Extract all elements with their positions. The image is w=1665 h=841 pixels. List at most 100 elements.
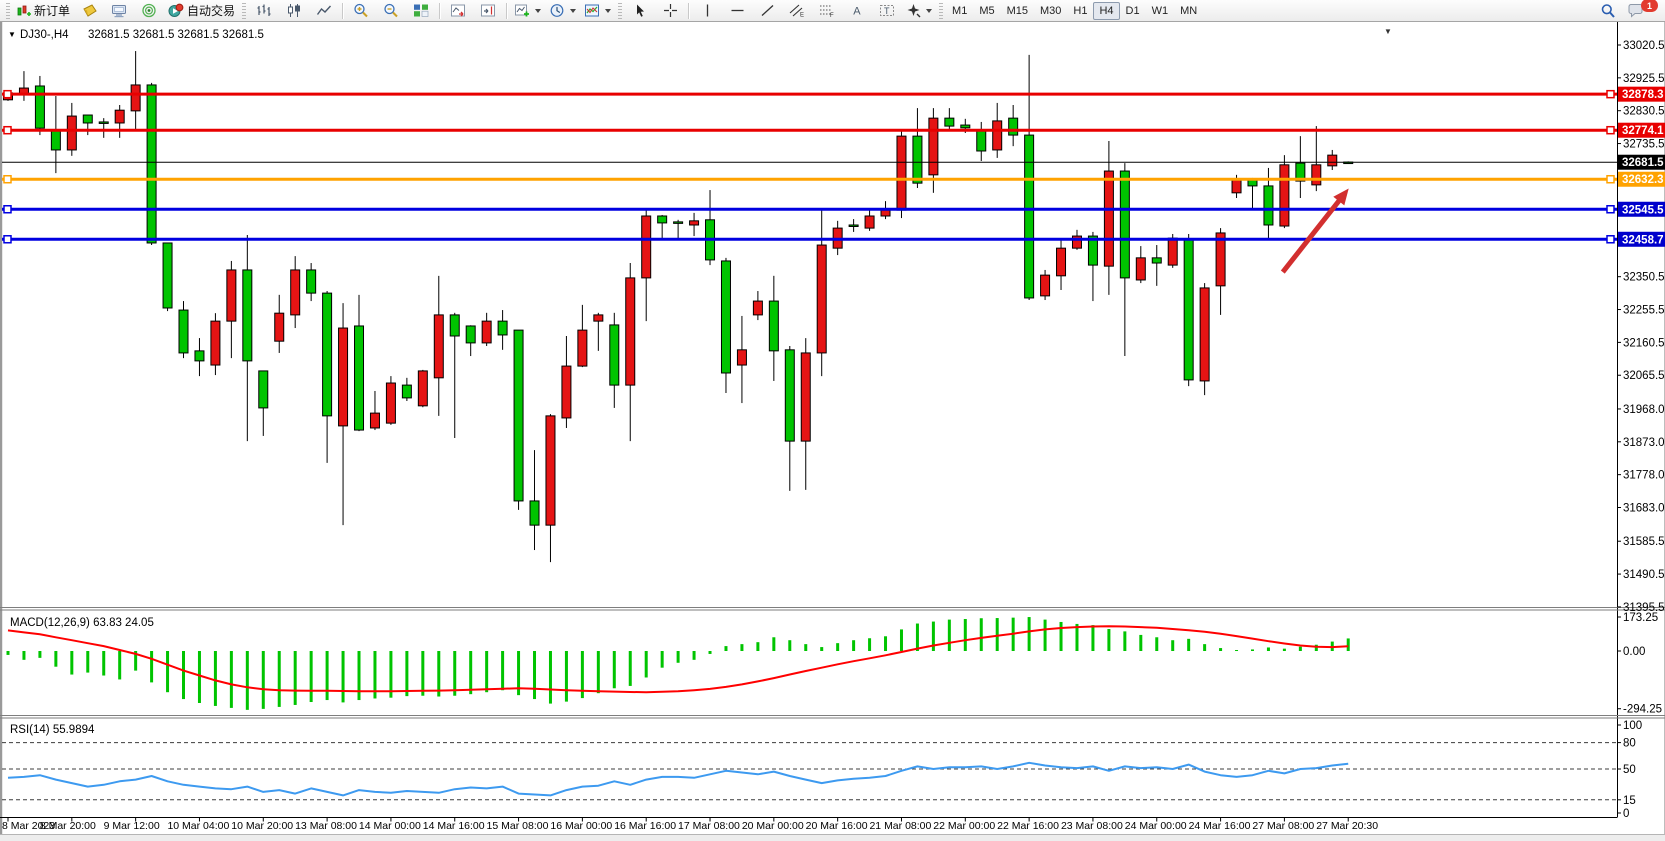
price-tick-label: 31683.0 bbox=[1623, 503, 1665, 515]
macd-histogram-bar bbox=[54, 651, 58, 667]
price-tick-label: 32255.5 bbox=[1623, 305, 1665, 317]
macd-histogram-bar bbox=[485, 651, 489, 693]
timeframe-toolbar: M1 M5 M15 M30 H1 H4 D1 W1 MN bbox=[946, 1, 1203, 20]
label-tool-button[interactable]: T bbox=[872, 0, 902, 22]
new-chart-button[interactable] bbox=[510, 0, 545, 22]
toolbar-grip[interactable] bbox=[6, 2, 10, 19]
candle bbox=[433, 314, 444, 379]
macd-histogram-bar bbox=[1235, 650, 1239, 652]
timeframe-button-W1[interactable]: W1 bbox=[1151, 4, 1169, 17]
terminal-button[interactable] bbox=[104, 0, 134, 22]
cursor-tool-button[interactable] bbox=[625, 0, 655, 22]
sticky-note-icon bbox=[83, 4, 97, 17]
periodicity-button[interactable] bbox=[545, 0, 580, 22]
channel-tool-button[interactable]: E bbox=[782, 0, 812, 22]
timeframe-button-D1[interactable]: D1 bbox=[1125, 4, 1140, 17]
price-tick-label: 31968.0 bbox=[1623, 404, 1665, 416]
candle bbox=[290, 269, 301, 316]
auto-scroll-button[interactable] bbox=[443, 0, 473, 22]
candle bbox=[338, 327, 349, 427]
macd-tick-label: -294.25 bbox=[1623, 704, 1662, 716]
macd-histogram-bar bbox=[1091, 625, 1095, 651]
macd-histogram-bar bbox=[1314, 644, 1318, 651]
trend-arrow[interactable] bbox=[1280, 197, 1343, 274]
candle bbox=[1167, 237, 1178, 266]
level-handle[interactable] bbox=[3, 174, 12, 184]
level-handle[interactable] bbox=[3, 235, 12, 244]
arrows-tool-button[interactable] bbox=[902, 0, 936, 22]
price-tick-label: 32065.5 bbox=[1623, 370, 1665, 382]
tile-windows-button[interactable] bbox=[406, 0, 436, 22]
bar-chart-button[interactable] bbox=[249, 0, 279, 22]
level-handle[interactable] bbox=[3, 205, 12, 214]
trend-arrow-head[interactable] bbox=[1333, 188, 1349, 206]
candle bbox=[928, 117, 939, 176]
level-handle[interactable] bbox=[1606, 205, 1615, 214]
macd-histogram-bar bbox=[852, 640, 856, 651]
candle bbox=[66, 115, 77, 151]
macd-histogram-bar bbox=[1219, 648, 1223, 651]
chart-shift-button[interactable] bbox=[473, 0, 503, 22]
candle bbox=[768, 300, 779, 352]
macd-histogram-bar bbox=[644, 651, 648, 678]
autotrading-label: 自动交易 bbox=[187, 4, 236, 18]
timeframe-button-H4[interactable]: H4 bbox=[1093, 1, 1120, 20]
search-button[interactable] bbox=[1593, 0, 1623, 22]
price-tick-label: 32350.5 bbox=[1623, 272, 1665, 284]
macd-histogram-bar bbox=[979, 618, 983, 651]
level-handle[interactable] bbox=[1606, 235, 1615, 244]
macd-histogram-bar bbox=[118, 651, 122, 680]
notifications-button[interactable]: 1 bbox=[1623, 0, 1662, 22]
toolbar-grip[interactable] bbox=[939, 2, 944, 19]
note-button[interactable] bbox=[74, 0, 104, 22]
level-handle[interactable] bbox=[3, 125, 12, 135]
toolbar-grip[interactable] bbox=[242, 2, 247, 19]
candle bbox=[513, 329, 524, 502]
equidistant-channel-icon: E bbox=[789, 4, 804, 18]
candle bbox=[354, 325, 365, 431]
timeframe-button-M5[interactable]: M5 bbox=[979, 4, 995, 17]
line-chart-icon bbox=[316, 5, 332, 15]
new-order-button[interactable]: 新订单 bbox=[13, 0, 74, 22]
candle-chart-button[interactable] bbox=[279, 0, 309, 22]
crosshair-tool-button[interactable] bbox=[655, 0, 685, 22]
line-chart-button[interactable] bbox=[309, 0, 339, 22]
candle bbox=[864, 215, 875, 229]
text-tool-button[interactable]: A bbox=[842, 0, 872, 22]
signal-button[interactable] bbox=[134, 0, 164, 22]
zoom-in-button[interactable] bbox=[346, 0, 376, 22]
macd-histogram-bar bbox=[405, 651, 409, 697]
macd-histogram-bar bbox=[1346, 638, 1350, 651]
candle bbox=[960, 124, 971, 129]
candle bbox=[417, 370, 428, 407]
autotrading-button[interactable]: 自动交易 bbox=[164, 0, 239, 22]
timeframe-button-M30[interactable]: M30 bbox=[1040, 4, 1062, 17]
fibonacci-tool-button[interactable]: F bbox=[812, 0, 842, 22]
macd-histogram-bar bbox=[756, 642, 760, 651]
level-handle[interactable] bbox=[1606, 89, 1615, 99]
trendline-icon bbox=[761, 5, 773, 16]
candle bbox=[545, 415, 556, 526]
candle bbox=[577, 329, 588, 367]
level-handle[interactable] bbox=[1606, 174, 1615, 184]
candle bbox=[1040, 274, 1051, 297]
timeframe-button-M15[interactable]: M15 bbox=[1006, 4, 1028, 17]
timeframe-button-H1[interactable]: H1 bbox=[1073, 4, 1088, 17]
timeframe-button-M1[interactable]: M1 bbox=[952, 4, 968, 17]
candle bbox=[1263, 185, 1274, 226]
clock-icon bbox=[550, 4, 564, 17]
time-tick-label: 9 Mar 12:00 bbox=[104, 820, 160, 832]
level-handle[interactable] bbox=[1606, 125, 1615, 135]
candle bbox=[178, 309, 189, 354]
timeframe-button-MN[interactable]: MN bbox=[1180, 4, 1198, 17]
hline-tool-button[interactable] bbox=[722, 0, 752, 22]
vline-tool-button[interactable] bbox=[692, 0, 722, 22]
zoom-out-button[interactable] bbox=[376, 0, 406, 22]
level-handle[interactable] bbox=[3, 89, 12, 99]
toolbar-grip[interactable] bbox=[618, 2, 623, 19]
templates-button[interactable] bbox=[580, 0, 615, 22]
candle bbox=[593, 314, 604, 322]
macd-histogram-bar bbox=[612, 651, 616, 689]
trendline-tool-button[interactable] bbox=[752, 0, 782, 22]
